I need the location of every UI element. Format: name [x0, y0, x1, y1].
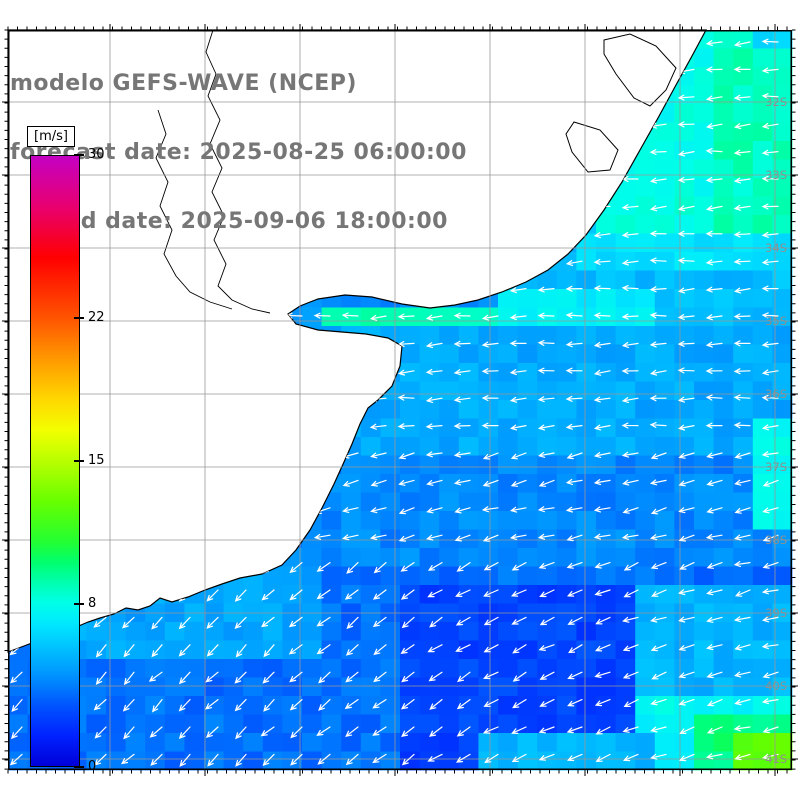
colorbar	[30, 155, 80, 767]
lat-label: 38S	[765, 533, 787, 547]
wave-direction-arrows	[5, 38, 779, 767]
lat-label: 36S	[765, 387, 787, 401]
lat-label: 41S	[765, 752, 787, 766]
lat-label: 37S	[765, 460, 787, 474]
lagoon-patos-shape	[603, 33, 677, 107]
colorbar-tick-mark	[74, 602, 84, 605]
lat-label: 33S	[765, 168, 787, 182]
lagoon-mirim-shape	[565, 121, 619, 173]
lat-axis-labels: 32S 33S 34S 35S 36S 37S 38S 39S 40S 41S	[765, 95, 787, 766]
map-area: 32S 33S 34S 35S 36S 37S 38S 39S 40S 41S	[5, 29, 793, 771]
axis-tick-marks	[2, 24, 798, 776]
colorbar-tick-mark	[74, 154, 84, 156]
colorbar-tick-label: 30	[88, 147, 105, 162]
colorbar-tick-mark	[74, 317, 84, 320]
colorbar-unit-label: [m/s]	[27, 126, 75, 147]
chart-header: modelo GEFS-WAVE (NCEP) forecast date: 2…	[10, 26, 467, 279]
colorbar-tick-label: 15	[88, 453, 105, 468]
colorbar-tick-label: 22	[88, 310, 105, 326]
river-line	[205, 29, 271, 314]
colorbar-tick-label: 0	[88, 759, 97, 774]
colorbar-tick-label: 8	[88, 595, 97, 611]
lat-label: 35S	[765, 314, 787, 328]
river-line	[155, 109, 233, 310]
colorbar-tick-mark	[74, 766, 84, 768]
model-title: modelo GEFS-WAVE (NCEP)	[10, 71, 357, 96]
land-polygon	[7, 29, 708, 653]
colorbar-tick-mark	[74, 460, 84, 462]
lat-label: 34S	[765, 241, 787, 255]
lat-label: 40S	[765, 679, 787, 693]
map-frame	[8, 30, 792, 770]
lat-label: 32S	[765, 95, 787, 109]
lat-label: 39S	[765, 606, 787, 620]
